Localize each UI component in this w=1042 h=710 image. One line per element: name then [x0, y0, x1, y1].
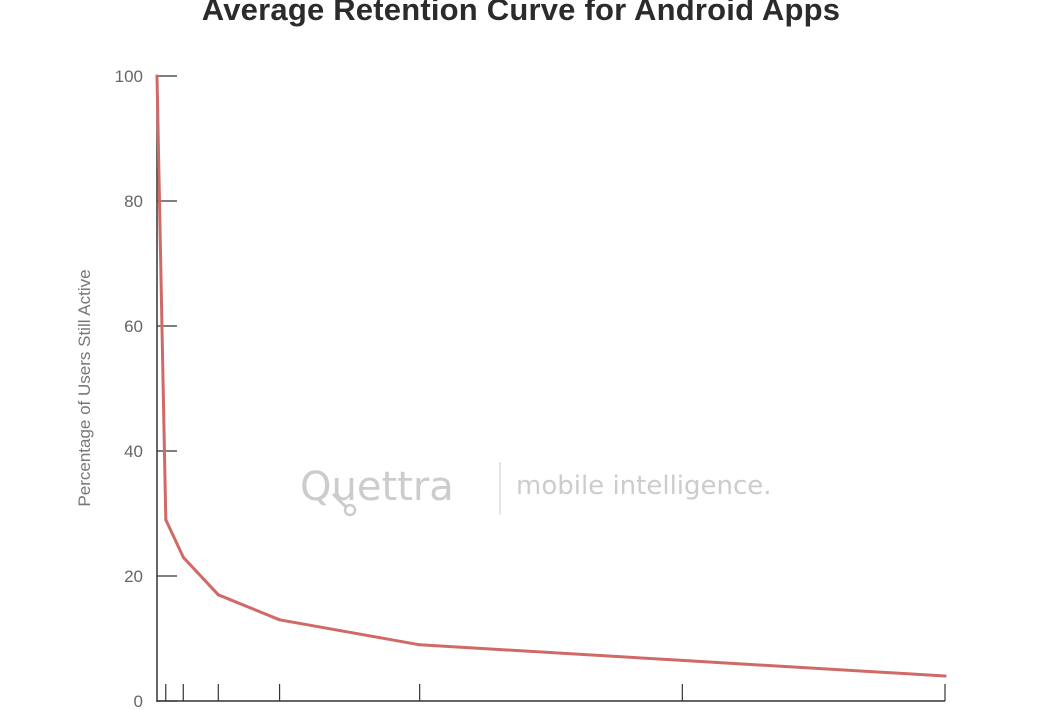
retention-data-point: [278, 618, 282, 622]
retention-data-point: [680, 658, 684, 662]
watermark-logo-tail: [331, 492, 348, 509]
retention-data-point: [418, 643, 422, 647]
retention-data-point: [155, 74, 159, 78]
retention-data-point: [164, 518, 168, 522]
retention-data-point: [943, 674, 947, 678]
y-tick-label: 20: [124, 567, 143, 586]
watermark-tagline: mobile intelligence.: [516, 471, 772, 501]
y-tick-label: 80: [124, 192, 143, 211]
y-tick-label: 40: [124, 442, 143, 461]
retention-data-point: [216, 593, 220, 597]
y-ticks: 0 20 40 60 80 100: [115, 67, 177, 710]
watermark-brand: Quettra: [300, 464, 454, 510]
watermark-logo-ring: [343, 503, 357, 517]
x-ticks: [165, 684, 946, 701]
y-tick-label: 60: [124, 317, 143, 336]
retention-data-point: [181, 555, 185, 559]
watermark: Quettra mobile intelligence.: [300, 462, 772, 517]
retention-series-line: [155, 74, 947, 678]
y-axis-label: Percentage of Users Still Active: [75, 269, 94, 506]
y-tick-label: 0: [134, 692, 143, 710]
series-group: [155, 74, 947, 678]
chart-title: Average Retention Curve for Android Apps: [201, 0, 841, 27]
y-tick-label: 100: [115, 67, 143, 86]
